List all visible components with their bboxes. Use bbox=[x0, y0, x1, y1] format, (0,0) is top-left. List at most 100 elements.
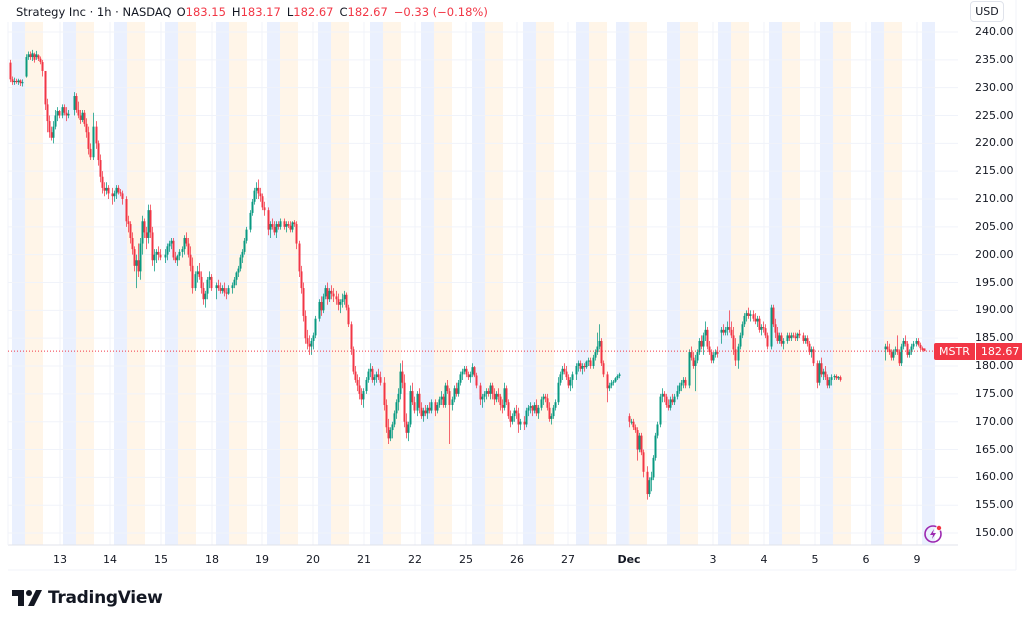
candle bbox=[385, 399, 388, 433]
time-tick-label: 20 bbox=[306, 553, 320, 566]
candle bbox=[585, 360, 588, 369]
candle bbox=[330, 285, 333, 300]
candle bbox=[535, 399, 538, 417]
candle bbox=[375, 371, 378, 383]
candle bbox=[275, 221, 278, 238]
candle bbox=[822, 368, 825, 380]
low-value: 182.67 bbox=[293, 5, 334, 19]
candle bbox=[519, 418, 522, 431]
candle bbox=[44, 70, 47, 110]
price-tick-label: 200.00 bbox=[975, 247, 1014, 261]
candle bbox=[35, 50, 38, 60]
candle bbox=[902, 338, 905, 350]
candle bbox=[345, 292, 348, 311]
candle bbox=[223, 282, 226, 297]
candle bbox=[245, 226, 248, 244]
postmarket-band bbox=[383, 22, 401, 545]
candle bbox=[25, 54, 28, 78]
candle bbox=[782, 338, 785, 350]
postmarket-band bbox=[229, 22, 247, 545]
price-tick-label: 240.00 bbox=[975, 25, 1014, 38]
candle bbox=[592, 354, 595, 369]
candle bbox=[730, 321, 733, 339]
chart-area[interactable] bbox=[0, 0, 1024, 580]
candle bbox=[129, 221, 132, 244]
candle bbox=[277, 221, 280, 230]
candle bbox=[515, 404, 518, 419]
candle bbox=[900, 343, 903, 367]
candle bbox=[739, 332, 742, 350]
candle bbox=[762, 321, 765, 333]
candle bbox=[75, 93, 78, 113]
candle bbox=[233, 276, 236, 289]
candle bbox=[507, 399, 510, 419]
candle bbox=[95, 121, 98, 149]
candle bbox=[153, 249, 156, 272]
candle bbox=[908, 349, 911, 358]
candle bbox=[354, 366, 357, 383]
candle bbox=[438, 396, 441, 408]
tradingview-logo[interactable]: TradingView bbox=[12, 588, 163, 608]
candle bbox=[606, 371, 609, 403]
time-tick-label: 25 bbox=[459, 553, 473, 566]
candle bbox=[157, 246, 160, 261]
symbol-title[interactable]: Strategy Inc · 1h · NASDAQ bbox=[16, 5, 172, 19]
candle bbox=[471, 363, 474, 378]
candle bbox=[654, 432, 657, 461]
candle bbox=[652, 455, 655, 481]
candle bbox=[499, 393, 502, 411]
time-tick-label: 13 bbox=[53, 553, 67, 566]
candle bbox=[688, 349, 691, 389]
candle bbox=[463, 366, 466, 375]
candle bbox=[608, 382, 611, 392]
candle bbox=[581, 363, 584, 375]
candle bbox=[698, 338, 701, 355]
price-tick-label: 220.00 bbox=[975, 136, 1014, 150]
candle bbox=[341, 293, 344, 308]
candle bbox=[83, 109, 86, 127]
candle bbox=[798, 329, 801, 339]
candle bbox=[816, 360, 819, 389]
candle bbox=[546, 393, 549, 411]
candle bbox=[444, 382, 447, 408]
currency-button[interactable]: USD bbox=[970, 1, 1004, 22]
candle bbox=[630, 418, 633, 425]
candle bbox=[39, 56, 42, 65]
candle bbox=[318, 299, 321, 322]
candle bbox=[501, 399, 504, 414]
premarket-band bbox=[472, 22, 485, 545]
price-tick-label: 205.00 bbox=[975, 219, 1014, 233]
candle bbox=[320, 296, 323, 316]
candle bbox=[724, 327, 727, 336]
candle bbox=[170, 237, 173, 250]
candle bbox=[600, 338, 603, 367]
lightning-icon[interactable] bbox=[923, 524, 943, 544]
candle bbox=[61, 104, 64, 119]
candle bbox=[239, 254, 242, 272]
candle bbox=[283, 218, 286, 230]
candle bbox=[886, 340, 889, 353]
postmarket-band bbox=[833, 22, 851, 545]
candle bbox=[537, 404, 540, 419]
candlestick-chart[interactable] bbox=[0, 0, 1024, 580]
premarket-band bbox=[370, 22, 383, 545]
candle bbox=[636, 427, 639, 461]
candle bbox=[676, 385, 679, 400]
candle bbox=[559, 371, 562, 386]
candle bbox=[618, 372, 621, 379]
candle bbox=[202, 282, 205, 305]
candle bbox=[206, 276, 209, 300]
premarket-band bbox=[820, 22, 833, 545]
candle bbox=[734, 338, 737, 367]
postmarket-band bbox=[434, 22, 452, 545]
candle bbox=[497, 388, 500, 403]
candle bbox=[747, 307, 750, 319]
time-tick-label: Dec bbox=[617, 553, 641, 566]
candle bbox=[81, 109, 84, 123]
candle bbox=[289, 221, 292, 233]
candle bbox=[221, 285, 224, 294]
candle bbox=[73, 92, 76, 116]
price-tick-label: 235.00 bbox=[975, 52, 1014, 66]
postmarket-band bbox=[680, 22, 698, 545]
candle bbox=[579, 360, 582, 372]
